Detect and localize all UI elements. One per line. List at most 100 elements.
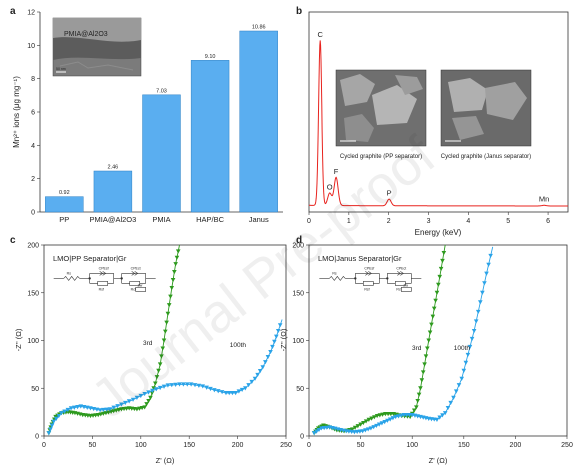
peak-labels: C OF P Mn (317, 30, 549, 203)
series-point (103, 411, 109, 416)
series-point (94, 407, 100, 412)
panel-label-b: b (296, 6, 302, 17)
cpe-symbol (397, 271, 404, 276)
series-point (387, 417, 393, 422)
series-point (142, 391, 147, 397)
series-point (324, 425, 330, 430)
series-point (382, 419, 387, 425)
axis-ticks: 0 50 100 150 200 250 0 50 100 150 200 (292, 243, 573, 450)
series-point (371, 425, 376, 430)
series-point (484, 271, 489, 276)
series-point (415, 398, 421, 404)
bar-value-label: 7.03 (156, 88, 167, 94)
series-point (448, 400, 454, 406)
series-point (488, 253, 493, 259)
series-point (420, 370, 426, 375)
series-point (461, 368, 467, 373)
y-tick-label: 8 (31, 76, 35, 83)
series-point (445, 405, 451, 411)
y-tick-label: 0 (31, 210, 35, 217)
resistor-rs (329, 275, 346, 281)
x-tick-label: 100 (135, 442, 147, 449)
series-label-3rd: 3rd (412, 345, 422, 352)
panel-b: b 0 1 2 3 4 5 6 C OF P Mn Energy (keV) Cycled gra… (296, 6, 569, 237)
series-point (204, 385, 209, 390)
series-point (486, 262, 491, 267)
warburg-element (401, 287, 412, 292)
series-label-100th: 100th (454, 345, 471, 352)
series-point (88, 406, 93, 411)
series-point (177, 382, 182, 387)
series-point (431, 306, 437, 311)
circuit-label: Rsf (99, 287, 104, 291)
series-point (374, 413, 380, 419)
series-point (249, 379, 255, 385)
series-point (265, 355, 271, 360)
series-point (429, 322, 434, 327)
series-point (192, 383, 198, 388)
x-ticks: PP PMIA@Al2O3 PMIA HAP/BC Janus (59, 215, 269, 224)
circuit-label: Rs (332, 271, 337, 275)
bar-value-label: 10.86 (252, 25, 266, 31)
series-point (175, 249, 181, 254)
series-point (459, 376, 465, 381)
bar (93, 170, 133, 213)
series-point (376, 422, 382, 427)
plot-title: LMO|PP Separator|Gr (53, 254, 127, 263)
series-point (163, 329, 168, 334)
series-point (72, 405, 77, 410)
series-point (263, 360, 268, 365)
series-point (150, 388, 155, 393)
x-tick-label: PP (59, 215, 69, 224)
series-point (456, 383, 462, 388)
bar (239, 30, 278, 213)
circuit-label: CPEct (131, 266, 141, 270)
series-point (275, 328, 281, 334)
series-point (173, 262, 178, 267)
scale-bar-label: 50 nm (56, 67, 66, 71)
series-point (53, 416, 59, 422)
series-point (368, 426, 374, 431)
series-point (426, 338, 432, 343)
series-point (173, 382, 178, 387)
series-point (246, 383, 251, 388)
series-point (137, 406, 142, 411)
x-tick-label: PMIA (152, 215, 170, 224)
series-point (111, 409, 116, 414)
sem-caption-pp: Cycled graphite (PP separator) (340, 154, 422, 160)
series-point (184, 382, 190, 387)
series-point (62, 409, 67, 414)
series-point (111, 405, 116, 410)
series-point (169, 383, 175, 388)
series-point (358, 422, 363, 427)
series-point (119, 402, 124, 407)
x-tick-label: 50 (357, 442, 365, 449)
series-point (159, 354, 164, 359)
series-point (442, 411, 448, 416)
bar (142, 94, 181, 213)
series-point (239, 387, 245, 393)
resistor-rs (63, 275, 80, 281)
series-point (469, 336, 475, 342)
y-tick-label: 50 (296, 386, 304, 393)
peak-label: F (334, 167, 339, 176)
series-point (475, 309, 481, 315)
series-point (172, 270, 177, 275)
y-tick-label: 2 (31, 176, 35, 183)
series-point (233, 391, 238, 396)
series-point (411, 408, 417, 413)
series-point (272, 339, 277, 344)
resistor-box (395, 281, 406, 286)
series-point (252, 376, 258, 381)
series-point (380, 412, 385, 417)
series-point (212, 388, 217, 393)
y-tick-label: 50 (31, 386, 39, 393)
series-point (437, 274, 443, 280)
series-point (321, 426, 327, 431)
series-point (115, 404, 120, 409)
series-point (398, 413, 404, 418)
series-point (134, 407, 140, 412)
series-point (440, 413, 445, 418)
